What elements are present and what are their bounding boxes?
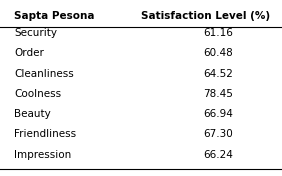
Text: Order: Order — [14, 48, 44, 58]
Text: Friendliness: Friendliness — [14, 129, 76, 139]
Text: Cleanliness: Cleanliness — [14, 69, 74, 79]
Text: 66.24: 66.24 — [203, 150, 233, 160]
Text: 67.30: 67.30 — [203, 129, 233, 139]
Text: Beauty: Beauty — [14, 109, 51, 119]
Text: Sapta Pesona: Sapta Pesona — [14, 11, 94, 21]
Text: Satisfaction Level (%): Satisfaction Level (%) — [141, 11, 270, 21]
Text: Impression: Impression — [14, 150, 71, 160]
Text: Coolness: Coolness — [14, 89, 61, 99]
Text: 78.45: 78.45 — [203, 89, 233, 99]
Text: 66.94: 66.94 — [203, 109, 233, 119]
Text: 60.48: 60.48 — [203, 48, 233, 58]
Text: Security: Security — [14, 28, 57, 38]
Text: 64.52: 64.52 — [203, 69, 233, 79]
Text: 61.16: 61.16 — [203, 28, 233, 38]
